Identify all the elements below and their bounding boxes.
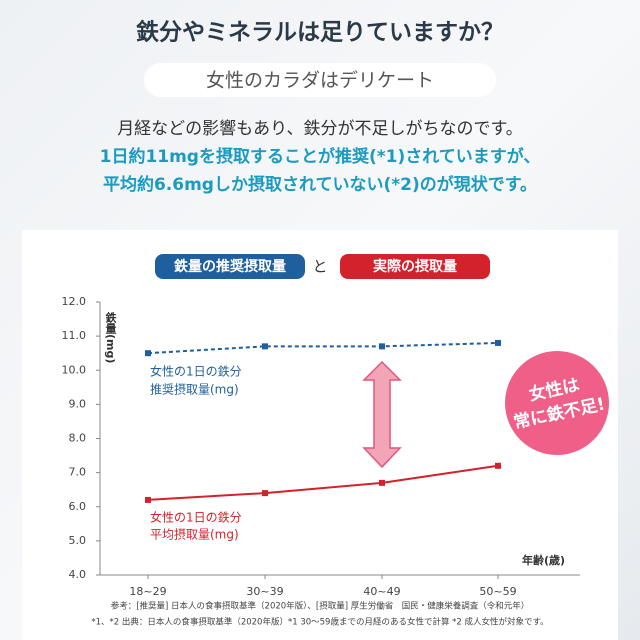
point-marker	[145, 350, 151, 357]
annotation: 平均摂取量(mg)	[150, 527, 239, 542]
series-line	[147, 464, 499, 501]
annotation: 女性の1日の鉄分	[150, 364, 242, 379]
y-tick-label: 8.0	[69, 432, 87, 445]
y-tick-label: 11.0	[62, 329, 87, 342]
subtitle: 女性のカラダはデリケート	[206, 70, 434, 92]
body-line: 1日約11mgを摂取することが推奨(*1)されていますが、	[100, 146, 541, 167]
plot: 鉄量の推奨摂取量 実際の摂取量 と 4.0 5.0 6.0 7.0 8.0 9.0 10.0 11.…	[62, 254, 609, 628]
x-tick-label: 18~29	[129, 585, 166, 598]
point-marker	[379, 343, 385, 350]
subtitle-pill	[144, 63, 496, 97]
x-axis-label: 年齢(歳)	[522, 553, 565, 567]
point-marker	[495, 462, 501, 469]
point-marker	[262, 490, 268, 497]
y-tick-label: 5.0	[69, 534, 87, 547]
y-tick-label: 9.0	[69, 397, 87, 410]
footnote: 参考：[推奨量] 日本人の食事摂取基準（2020年版）、[摂取量] 厚生労働省 …	[111, 601, 530, 612]
point-marker	[379, 479, 385, 486]
x-tick-label: 30~39	[246, 585, 283, 598]
badge-circle	[505, 351, 609, 455]
y-tick-label: 6.0	[69, 500, 87, 513]
y-axis-label: 鉄量(mg)	[104, 311, 117, 364]
gap-arrow	[362, 360, 402, 469]
x-tick-label: 50~59	[479, 585, 516, 598]
y-tick-label: 4.0	[69, 568, 87, 581]
legend-label: 鉄量の推奨摂取量	[174, 258, 286, 275]
point-marker	[262, 343, 268, 350]
point-marker	[495, 339, 501, 346]
annotation: 女性の1日の鉄分	[150, 510, 242, 525]
y-tick-label: 7.0	[69, 466, 87, 479]
footnote: *1、*2 出典：日本人の食事摂取基準（2020年版）*1 30～59歳までの月…	[91, 617, 548, 628]
title: 鉄分やミネラルは足りていますか？	[136, 19, 504, 46]
body-line: 平均約6.6mgしか摂取されていない(*2)のが現状です。	[103, 174, 537, 195]
legend-label: 実際の摂取量	[373, 258, 457, 275]
point-marker	[145, 496, 151, 503]
legend-connector: と	[312, 258, 327, 276]
x-tick-label: 40~49	[363, 585, 400, 598]
annotation: 推奨摂取量(mg)	[150, 382, 239, 397]
legend-pill	[340, 254, 490, 279]
legend-pill	[155, 254, 305, 279]
y-tick-label: 10.0	[62, 363, 87, 376]
body-line: 月経などの影響もあり、鉄分が不足しがちなのです。	[117, 119, 523, 139]
y-tick-label: 12.0	[62, 295, 87, 308]
series-line	[147, 341, 499, 355]
